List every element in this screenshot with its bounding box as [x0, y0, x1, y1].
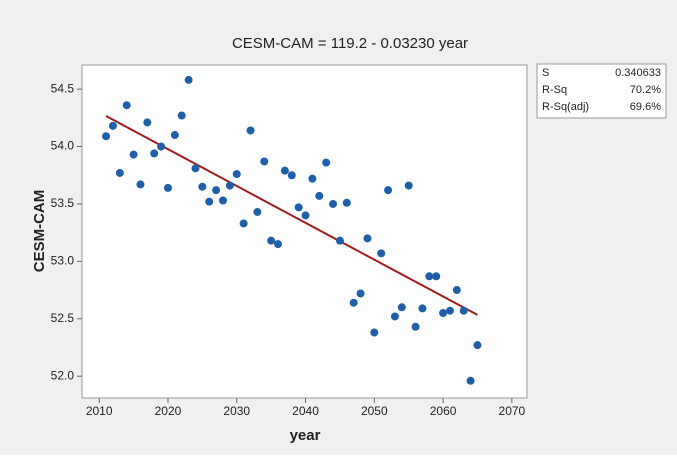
x-tick-label: 2060 — [430, 404, 457, 418]
point — [274, 240, 283, 249]
point — [225, 181, 234, 190]
point — [459, 306, 468, 315]
point — [370, 328, 379, 337]
point — [473, 341, 482, 350]
stat-value: 70.2% — [630, 84, 661, 96]
point — [218, 196, 227, 205]
stat-value: 0.340633 — [615, 67, 661, 79]
fit-line — [105, 115, 478, 316]
point — [246, 126, 255, 135]
point — [466, 376, 475, 385]
point — [384, 186, 393, 195]
point — [102, 132, 111, 141]
point — [377, 249, 386, 258]
point — [439, 309, 448, 318]
x-tick-label: 2070 — [499, 404, 526, 418]
point — [239, 219, 248, 228]
point — [198, 182, 207, 191]
point — [253, 207, 262, 216]
point — [308, 174, 317, 183]
plot-area — [81, 64, 528, 399]
point — [170, 131, 179, 140]
y-tick-label: 52.5 — [51, 311, 75, 325]
point — [335, 236, 344, 245]
point — [452, 286, 461, 295]
point — [212, 186, 221, 195]
x-tick-label: 2030 — [223, 404, 250, 418]
point — [232, 170, 241, 179]
point — [136, 180, 145, 189]
x-tick-label: 2050 — [361, 404, 388, 418]
point — [260, 157, 269, 166]
point — [349, 298, 358, 307]
y-tick-label: 52.0 — [51, 368, 75, 382]
point — [322, 158, 331, 167]
point — [191, 164, 200, 173]
point — [129, 150, 138, 159]
stat-name: R-Sq — [542, 84, 567, 96]
stat-value: 69.6% — [630, 101, 661, 113]
stat-name: S — [542, 67, 549, 79]
point — [150, 149, 159, 158]
x-tick-label: 2040 — [292, 404, 319, 418]
y-tick-label: 54.5 — [51, 81, 75, 95]
point — [280, 166, 289, 175]
point — [143, 118, 152, 127]
chart-title: CESM-CAM = 119.2 - 0.03230 year — [232, 35, 468, 52]
point — [418, 304, 427, 313]
stats-box — [536, 63, 667, 119]
y-tick-label: 54.0 — [51, 139, 75, 153]
point — [163, 183, 172, 192]
y-tick-label: 53.5 — [51, 196, 75, 210]
point — [342, 198, 351, 207]
point — [432, 272, 441, 281]
y-tick-label: 53.0 — [51, 254, 75, 268]
point — [445, 306, 454, 315]
point — [425, 272, 434, 281]
y-axis-label: CESM-CAM — [31, 190, 48, 273]
point — [411, 322, 420, 331]
x-tick-label: 2010 — [86, 404, 113, 418]
point — [157, 142, 166, 151]
point — [404, 181, 413, 190]
point — [184, 75, 193, 84]
point — [329, 199, 338, 208]
point — [177, 111, 186, 120]
point — [363, 234, 372, 243]
x-axis-label: year — [290, 427, 321, 444]
point — [205, 197, 214, 206]
point — [315, 191, 324, 200]
point — [287, 171, 296, 180]
point — [397, 303, 406, 312]
point — [294, 203, 303, 212]
point — [301, 211, 310, 220]
point — [267, 236, 276, 245]
point — [356, 289, 365, 298]
point — [390, 312, 399, 321]
point — [108, 121, 117, 130]
point — [122, 101, 131, 110]
stat-name: R-Sq(adj) — [542, 101, 589, 113]
point — [115, 168, 124, 177]
x-tick-label: 2020 — [155, 404, 182, 418]
